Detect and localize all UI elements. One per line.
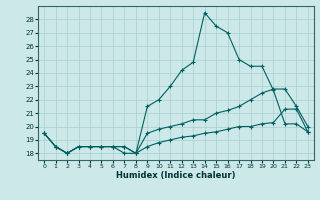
X-axis label: Humidex (Indice chaleur): Humidex (Indice chaleur)	[116, 171, 236, 180]
